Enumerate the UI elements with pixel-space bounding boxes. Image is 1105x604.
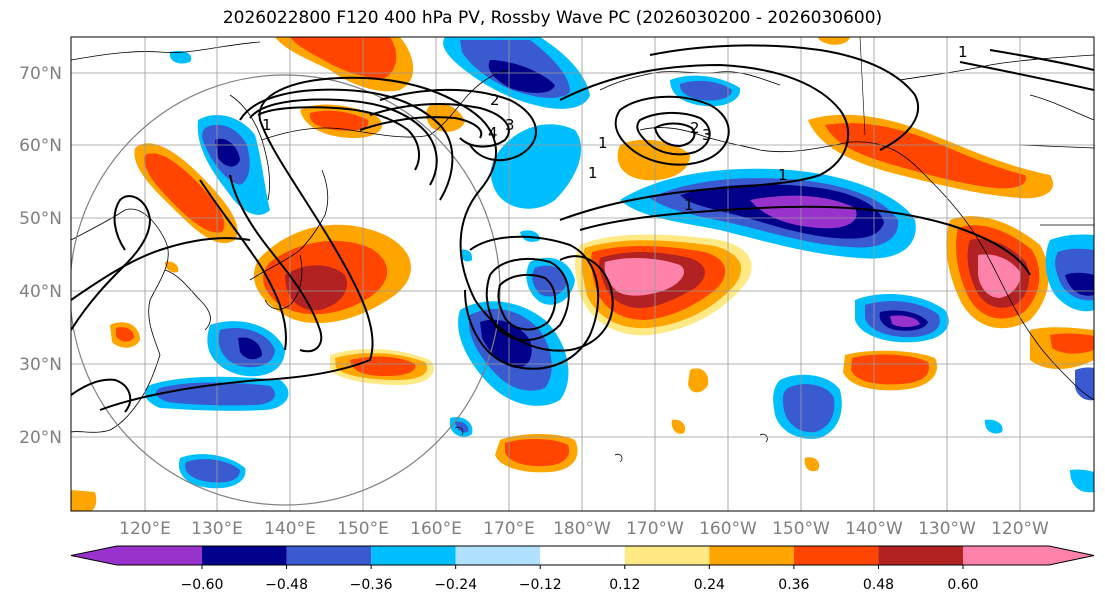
colorbar-segment	[455, 546, 541, 565]
colorbar-segment	[371, 546, 456, 565]
lon-label: 170°W	[626, 519, 684, 539]
contour-label: 1	[958, 43, 968, 61]
colorbar-tick-label: 0.24	[694, 577, 725, 593]
contour-label: 1	[598, 134, 608, 152]
colorbar-segment	[540, 546, 625, 565]
contour-label: 1	[778, 166, 788, 184]
colorbar-segment	[117, 546, 202, 565]
colorbar-outline	[70, 545, 1095, 566]
coastlines	[71, 37, 1094, 463]
contour-labels: 1 2 3 4 1 2 3 1 1 1 1	[262, 43, 968, 214]
lon-label: 150°W	[772, 519, 830, 539]
longitude-labels: 120°E 130°E 140°E 150°E 160°E 170°E 180°…	[119, 519, 1049, 539]
contour-label: 4	[488, 124, 498, 142]
lon-label: 140°W	[845, 519, 903, 539]
colorbar-tick-label: −0.36	[350, 577, 393, 593]
lat-label: 40°N	[19, 282, 62, 302]
lon-label: 180°W	[553, 519, 611, 539]
map-panel: 1 2 3 4 1 2 3 1 1 1 1	[71, 37, 1094, 511]
colorbar-tick-label: 0.36	[778, 577, 809, 593]
lon-label: 130°W	[918, 519, 976, 539]
colorbar-segment	[963, 546, 1049, 565]
pv-contours	[71, 44, 1094, 413]
lon-label: 170°E	[483, 519, 535, 539]
lat-label: 50°N	[19, 209, 62, 229]
reference-circle	[71, 74, 501, 506]
lon-label: 160°E	[410, 519, 462, 539]
colorbar-segment	[286, 546, 372, 565]
colorbar-segment	[793, 546, 879, 565]
lon-label: 150°E	[337, 519, 389, 539]
lon-label: 130°E	[191, 519, 243, 539]
anomaly-shading	[71, 37, 1094, 511]
colorbar-segment	[624, 546, 710, 565]
contour-label: 1	[684, 196, 694, 214]
colorbar-extend-low	[71, 546, 117, 565]
colorbar-tick-label: 0.48	[863, 577, 894, 593]
colorbar-tick-label: 0.12	[609, 577, 640, 593]
colorbar-tick-label: −0.12	[519, 577, 562, 593]
lat-label: 30°N	[19, 355, 62, 375]
map-frame	[70, 36, 1095, 512]
contour-label: 2	[690, 119, 700, 137]
lat-label: 70°N	[19, 64, 62, 84]
contour-label: 1	[262, 116, 272, 134]
lat-label: 60°N	[19, 136, 62, 156]
lat-label: 20°N	[19, 428, 62, 448]
colorbar-tick-label: 0.60	[947, 577, 978, 593]
colorbar-extend-high	[1049, 546, 1094, 565]
graticule	[71, 37, 1094, 511]
colorbar-segment	[878, 546, 963, 565]
lon-label: 140°E	[264, 519, 316, 539]
lon-label: 160°W	[699, 519, 757, 539]
latitude-labels: 70°N 60°N 50°N 40°N 30°N 20°N	[19, 64, 62, 448]
colorbar-tick-label: −0.24	[434, 577, 477, 593]
lon-label: 120°W	[991, 519, 1049, 539]
map-title: 2026022800 F120 400 hPa PV, Rossby Wave …	[222, 8, 883, 28]
contour-label: 2	[490, 91, 500, 109]
contour-label: 3	[702, 126, 712, 144]
colorbar-tick-label: −0.48	[265, 577, 308, 593]
colorbar-segment	[202, 546, 287, 565]
colorbar: −0.60 −0.48 −0.36 −0.24 −0.12 0.12 0.24 0.36 0.4…	[70, 545, 1095, 593]
colorbar-tick-label: −0.60	[181, 577, 224, 593]
colorbar-segment	[709, 546, 794, 565]
lon-label: 120°E	[119, 519, 171, 539]
contour-label: 1	[588, 164, 598, 182]
contour-label: 3	[505, 116, 515, 134]
